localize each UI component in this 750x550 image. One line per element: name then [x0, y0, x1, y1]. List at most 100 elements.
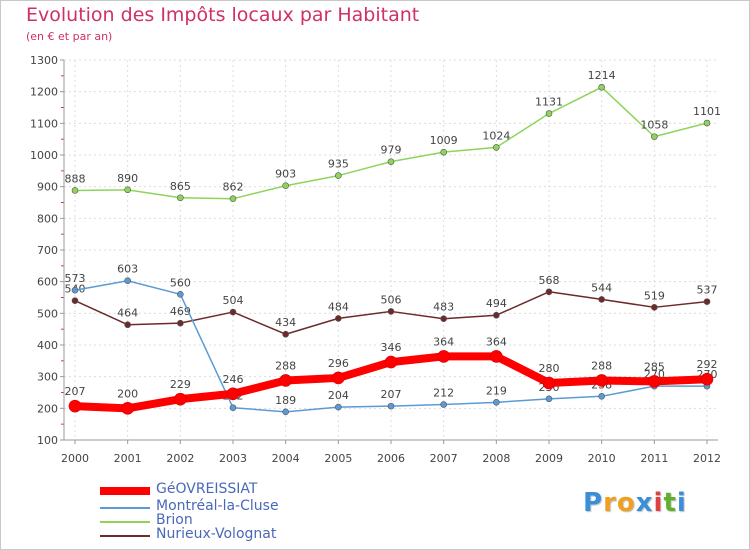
data-point-montreal-la-cluse: [493, 399, 500, 406]
legend-swatch-montreal-la-cluse: [100, 507, 150, 509]
data-point-geovreissiat: [595, 374, 608, 387]
x-tick-label: 2001: [114, 452, 142, 465]
legend-swatch-geovreissiat: [100, 487, 150, 495]
data-point-brion: [598, 83, 605, 91]
y-tick-label: 800: [37, 212, 58, 225]
data-label-geovreissiat: 246: [223, 373, 244, 386]
data-label-nurieux-volognat: 434: [275, 316, 296, 329]
y-tick-label: 600: [37, 276, 58, 289]
x-tick-label: 2009: [535, 452, 563, 465]
data-label-geovreissiat: 296: [328, 357, 349, 370]
data-point-geovreissiat: [542, 376, 556, 390]
data-label-geovreissiat: 200: [117, 387, 138, 400]
x-tick-label: 2003: [219, 452, 247, 465]
data-label-nurieux-volognat: 519: [644, 289, 665, 302]
x-tick-label: 2012: [693, 452, 721, 465]
data-point-brion: [282, 182, 289, 190]
data-label-nurieux-volognat: 469: [170, 305, 191, 318]
data-label-geovreissiat: 285: [644, 360, 665, 373]
y-tick-label: 1000: [30, 149, 58, 162]
data-point-montreal-la-cluse: [229, 404, 237, 412]
data-label-brion: 1009: [430, 134, 458, 147]
data-label-brion: 865: [170, 180, 191, 193]
data-point-geovreissiat: [384, 355, 398, 369]
logo-letter: o: [616, 488, 636, 518]
logo-letter: i: [653, 488, 664, 518]
data-label-brion: 888: [65, 172, 86, 185]
data-label-nurieux-volognat: 483: [433, 301, 454, 314]
y-tick-label: 100: [37, 434, 58, 447]
data-point-geovreissiat: [121, 402, 134, 415]
data-point-geovreissiat: [68, 399, 82, 413]
data-point-nurieux-volognat: [651, 304, 658, 311]
data-label-nurieux-volognat: 464: [117, 307, 138, 320]
data-label-montreal-la-cluse: 204: [328, 389, 349, 402]
data-label-nurieux-volognat: 484: [328, 300, 349, 313]
x-tick-label: 2011: [640, 452, 668, 465]
data-point-brion: [177, 194, 184, 202]
data-point-montreal-la-cluse: [387, 402, 395, 410]
data-point-nurieux-volognat: [387, 308, 395, 315]
logo-letter: r: [603, 488, 617, 518]
data-point-brion: [545, 110, 553, 117]
logo-letter: i: [676, 488, 687, 518]
data-label-brion: 1024: [482, 129, 510, 142]
data-point-nurieux-volognat: [282, 330, 289, 338]
data-point-montreal-la-cluse: [177, 291, 184, 298]
data-point-brion: [229, 195, 237, 202]
data-point-nurieux-volognat: [440, 315, 447, 323]
data-label-brion: 862: [223, 181, 244, 194]
y-tick-label: 700: [37, 244, 58, 257]
data-point-montreal-la-cluse: [440, 401, 447, 408]
data-label-montreal-la-cluse: 219: [486, 384, 507, 397]
data-point-montreal-la-cluse: [282, 408, 289, 416]
y-tick-label: 400: [37, 339, 58, 352]
data-point-montreal-la-cluse: [124, 277, 131, 285]
data-point-geovreissiat: [332, 371, 345, 385]
legend-label-montreal-la-cluse: Montréal-la-Cluse: [156, 498, 279, 514]
x-tick-label: 2004: [272, 452, 300, 465]
data-label-nurieux-volognat: 504: [223, 294, 244, 307]
data-point-nurieux-volognat: [71, 297, 79, 304]
legend-label-geovreissiat: GéOVREISSIAT: [156, 481, 258, 497]
data-point-nurieux-volognat: [229, 308, 237, 316]
data-label-brion: 935: [328, 158, 349, 171]
data-label-geovreissiat: 346: [381, 341, 402, 354]
data-point-brion: [335, 172, 342, 179]
legend-swatch-nurieux-volognat: [100, 535, 150, 537]
data-point-brion: [124, 186, 131, 194]
data-label-montreal-la-cluse: 212: [433, 387, 454, 400]
data-label-geovreissiat: 364: [433, 335, 454, 348]
x-tick-label: 2007: [430, 452, 458, 465]
x-tick-label: 2008: [482, 452, 510, 465]
data-point-montreal-la-cluse: [335, 403, 342, 411]
data-label-brion: 1131: [535, 96, 563, 109]
data-point-geovreissiat: [700, 372, 714, 386]
y-tick-label: 900: [37, 181, 58, 194]
data-label-montreal-la-cluse: 207: [381, 388, 402, 401]
data-label-brion: 1101: [693, 105, 721, 118]
data-label-geovreissiat: 288: [275, 359, 296, 372]
y-tick-label: 1100: [30, 117, 58, 130]
data-point-brion: [71, 187, 79, 194]
chart-subtitle: (en € et par an): [26, 30, 113, 43]
data-point-geovreissiat: [437, 350, 450, 363]
y-tick-label: 1300: [30, 54, 58, 67]
y-tick-label: 200: [37, 402, 58, 415]
data-label-montreal-la-cluse: 560: [170, 276, 191, 289]
data-point-brion: [493, 144, 500, 151]
data-point-nurieux-volognat: [598, 296, 605, 303]
data-label-geovreissiat: 292: [697, 358, 718, 371]
data-label-nurieux-volognat: 506: [381, 293, 402, 306]
data-point-nurieux-volognat: [493, 311, 500, 319]
data-point-brion: [703, 119, 711, 127]
data-point-montreal-la-cluse: [545, 395, 553, 403]
data-label-brion: 979: [381, 144, 402, 157]
data-label-geovreissiat: 229: [170, 378, 191, 391]
data-label-geovreissiat: 364: [486, 335, 507, 348]
data-point-geovreissiat: [174, 392, 187, 406]
data-label-nurieux-volognat: 544: [591, 281, 612, 294]
x-tick-label: 2010: [588, 452, 616, 465]
data-point-geovreissiat: [279, 374, 292, 387]
data-point-nurieux-volognat: [703, 298, 711, 305]
